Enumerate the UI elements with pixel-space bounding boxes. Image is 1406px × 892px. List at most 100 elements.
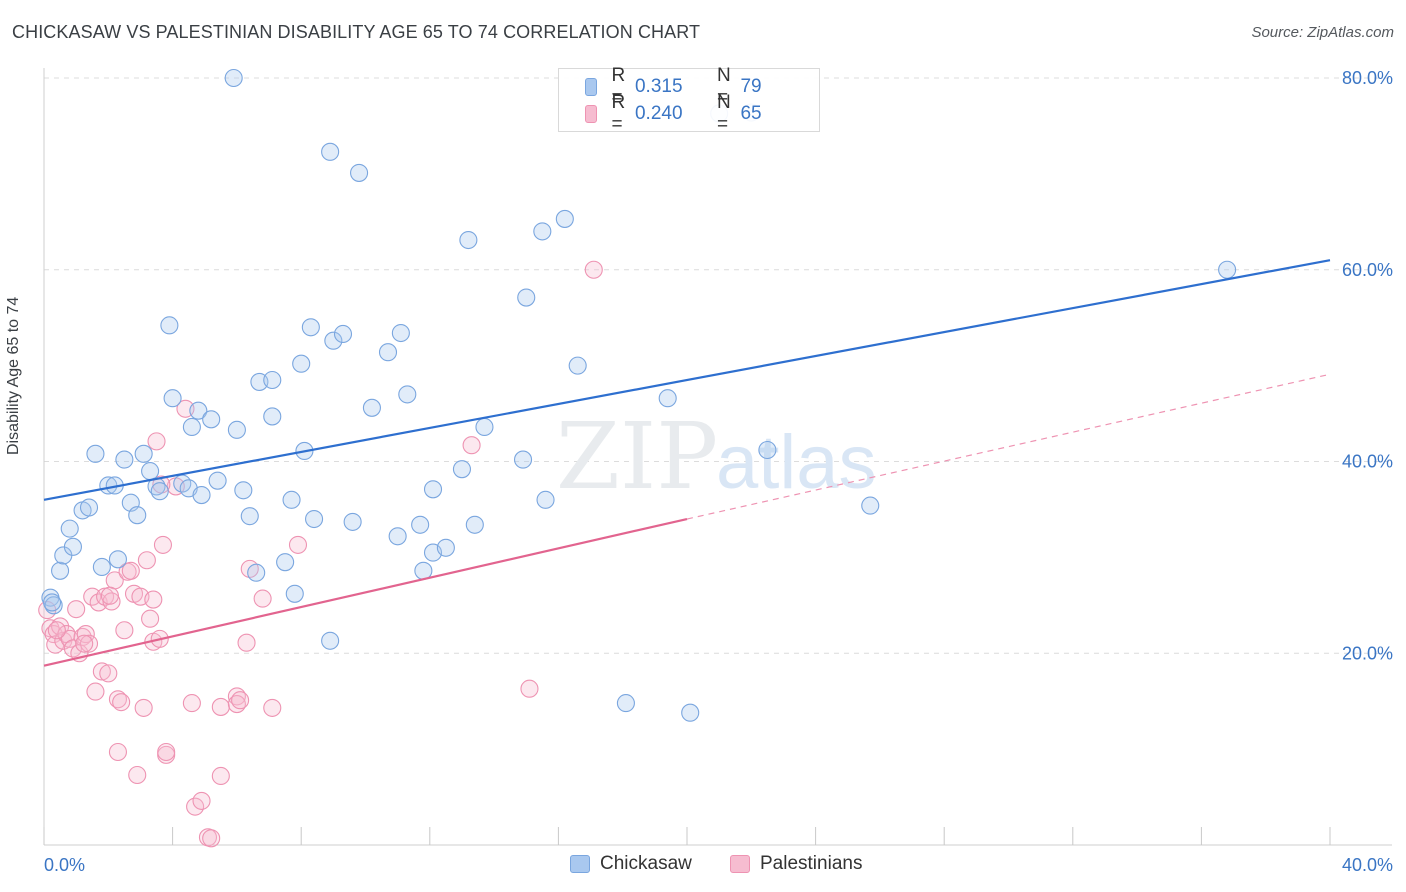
legend-r-label: R =	[611, 92, 626, 135]
chickasaw-point	[861, 496, 880, 515]
chickasaw-point	[141, 462, 160, 481]
legend-r-value: 0.315	[634, 76, 683, 97]
palestinians-point	[263, 698, 282, 717]
bottom-legend-label-chickasaw: Chickasaw	[600, 853, 692, 874]
chickasaw-point	[115, 450, 134, 469]
chickasaw-point	[513, 450, 533, 469]
bottom-legend-chickasaw: Chickasaw	[570, 851, 692, 877]
y-tick-label: 20.0%	[1342, 643, 1393, 663]
palestinians-point	[76, 625, 95, 644]
palestinians-point	[112, 693, 131, 712]
y-axis-label: Disability Age 65 to 74	[5, 296, 22, 455]
chickasaw-point	[681, 703, 700, 722]
palestinians-point	[99, 664, 118, 683]
legend-r-value: 0.240	[634, 103, 683, 124]
chickasaw-point	[263, 407, 282, 426]
chickasaw-point	[108, 550, 127, 569]
chickasaw-point	[324, 331, 343, 350]
chickasaw-point	[247, 563, 266, 582]
palestinians-point	[147, 432, 166, 451]
watermark: ZIP atlas	[556, 403, 877, 510]
x-tick-label: 0.0%	[44, 855, 85, 875]
y-tick-label: 40.0%	[1342, 452, 1393, 472]
legend-r-label: R =	[611, 65, 626, 108]
bottom-legend-palestinians: Palestinians	[730, 851, 862, 877]
legend-n-value: 79	[740, 76, 762, 97]
legend-row-chickasaw: R = 0.315 N = 79	[585, 65, 822, 108]
palestinians-point	[157, 742, 176, 762]
palestinians-point	[211, 766, 230, 786]
palestinians-point	[108, 742, 127, 762]
chickasaw-point	[452, 460, 472, 479]
chickasaw-point	[465, 515, 484, 534]
palestinians-point	[108, 690, 127, 709]
chickasaw-point	[202, 410, 221, 429]
chickasaw-point	[224, 68, 243, 88]
palestinians-point	[128, 765, 147, 785]
palestinians-point	[192, 791, 211, 810]
chickasaw-point	[227, 420, 246, 439]
chickasaw-point	[391, 323, 410, 343]
legend-n-value: 65	[740, 103, 762, 124]
chickasaw-point	[517, 288, 536, 307]
chickasaw-point	[536, 490, 555, 509]
palestinians-points	[38, 260, 603, 848]
x-tick-label: 40.0%	[1342, 855, 1393, 875]
palestinians-point	[47, 621, 66, 640]
palestinians-point	[231, 691, 250, 710]
chickasaw-point	[128, 506, 147, 525]
bottom-legend-label-palestinians: Palestinians	[760, 853, 863, 874]
chickasaw-point	[163, 389, 182, 408]
chickasaw-point	[192, 486, 211, 505]
legend-swatch-chickasaw	[585, 78, 598, 96]
chickasaw-points	[41, 68, 1237, 722]
chickasaw-point	[321, 142, 340, 161]
legend-row-palestinians: R = 0.240 N = 65	[585, 92, 822, 135]
chickasaw-point	[182, 417, 201, 437]
chickasaw-point	[459, 230, 478, 250]
correlation-legend: R = 0.315 N = 79 R = 0.240 N = 65	[558, 65, 822, 135]
watermark-atlas: atlas	[716, 420, 877, 505]
chickasaw-point	[92, 557, 111, 577]
chickasaw-point	[160, 316, 179, 335]
palestinians-point	[75, 634, 94, 653]
watermark-zip: ZIP	[556, 403, 718, 510]
palestinians-point	[144, 590, 163, 609]
palestinians-point	[237, 633, 256, 652]
chickasaw-point	[388, 527, 407, 546]
chickasaw-point	[234, 481, 253, 500]
chickasaw-point	[436, 538, 455, 557]
chickasaw-point	[276, 553, 295, 572]
palestinians-trend-line	[43, 517, 688, 667]
chickasaw-point	[475, 417, 494, 437]
chickasaw-trend-line	[43, 259, 1331, 501]
legend-n-label: N =	[716, 92, 731, 135]
chickasaw-point	[60, 519, 79, 538]
chickasaw-point	[282, 490, 301, 509]
chickasaw-point	[378, 343, 398, 362]
palestinians-point	[134, 698, 153, 717]
chickasaw-point	[343, 512, 362, 531]
chickasaw-point	[263, 370, 282, 390]
source-credit: Source: ZipAtlas.com	[1251, 24, 1394, 41]
bottom-legend-swatch-palestinians	[730, 855, 750, 873]
grid-lines	[44, 77, 1392, 654]
chickasaw-point	[758, 440, 777, 460]
y-tick-label: 80.0%	[1342, 68, 1393, 88]
axes	[43, 68, 1392, 846]
chickasaw-point	[292, 354, 311, 373]
chickasaw-point	[79, 498, 99, 517]
chickasaw-point	[63, 537, 82, 556]
palestinians-point	[182, 694, 201, 713]
palestinians-point	[121, 561, 140, 580]
palestinians-point	[92, 662, 111, 681]
chickasaw-point	[150, 482, 169, 501]
chickasaw-point	[240, 507, 259, 526]
palestinians-point	[153, 535, 173, 554]
chickasaw-point	[1218, 260, 1237, 279]
chickasaw-point	[86, 444, 105, 463]
palestinians-point	[253, 589, 272, 608]
chickasaw-point	[301, 318, 320, 337]
chickasaw-point	[333, 324, 353, 344]
chickasaw-point	[305, 509, 324, 529]
